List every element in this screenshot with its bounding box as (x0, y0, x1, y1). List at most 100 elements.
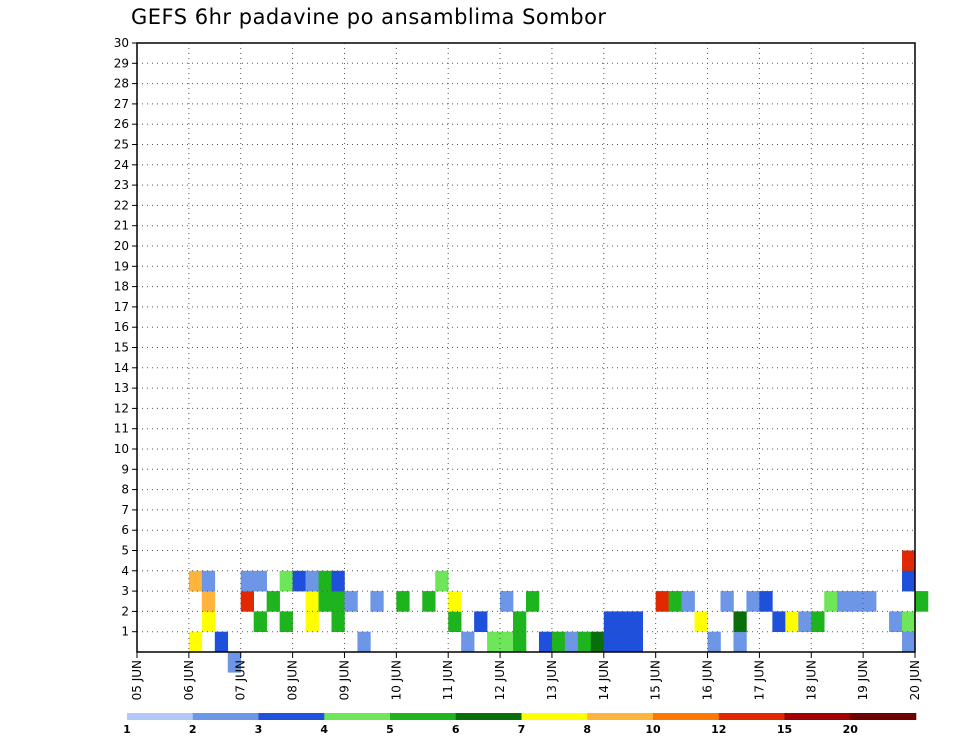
y-tick-label: 21 (114, 219, 129, 233)
colorbar-label: 1 (123, 723, 131, 736)
heatmap-cell (253, 611, 267, 632)
x-tick-label: 07 JUN (234, 660, 248, 700)
y-tick-label: 29 (114, 56, 129, 70)
heatmap-cell (500, 591, 514, 612)
colorbar: 1 2 3 4 5 6 7 8 10 12 15 20 (123, 713, 917, 736)
heatmap-cell (707, 631, 721, 653)
heatmap-cell (603, 611, 618, 632)
heatmap-cell (461, 631, 475, 653)
heatmap-cell (733, 611, 747, 632)
heatmap-cell (318, 591, 332, 612)
heatmap-cell (837, 591, 851, 612)
y-tick-label: 24 (114, 158, 129, 172)
heatmap-cell (616, 611, 631, 632)
x-tick-label: 17 JUN (752, 660, 766, 700)
y-tick-label: 10 (114, 442, 129, 456)
x-tick-label: 16 JUN (701, 660, 715, 700)
colorbar-segment (718, 713, 785, 720)
colorbar-label: 4 (320, 723, 328, 736)
heatmap-cell (474, 611, 488, 632)
heatmap-cell (344, 591, 358, 612)
heatmap-cell (733, 631, 747, 653)
x-tick-label: 14 JUN (597, 660, 611, 700)
colorbar-label: 7 (518, 723, 526, 736)
x-tick-label: 19 JUN (856, 660, 870, 700)
colorbar-segment (784, 713, 851, 720)
colorbar-label: 15 (777, 723, 792, 736)
y-tick-label: 5 (121, 544, 129, 558)
heatmap-cell (902, 550, 916, 572)
y-tick-label: 2 (121, 604, 129, 618)
y-tick-label: 18 (114, 280, 129, 294)
x-tick-label: 11 JUN (441, 660, 455, 700)
heatmap-cell (435, 570, 449, 592)
heatmap-cell (357, 631, 371, 653)
y-axis-ticks: 1234567891011121314151617181920212223242… (114, 36, 137, 639)
heatmap-cell (694, 611, 708, 632)
heatmap-cell (201, 591, 216, 612)
x-tick-label: 12 JUN (493, 660, 507, 700)
y-tick-label: 6 (121, 523, 129, 537)
colorbar-segment (850, 713, 917, 720)
y-tick-label: 28 (114, 77, 129, 91)
heatmap-cell (538, 631, 553, 653)
colorbar-segment (192, 713, 259, 720)
heatmap-cell (915, 591, 929, 612)
colorbar-segment (127, 713, 194, 720)
heatmap-cell (240, 570, 254, 592)
heatmap-cell (720, 591, 734, 612)
heatmap-cell (863, 591, 877, 612)
heatmap-cell (292, 570, 306, 592)
y-tick-label: 16 (114, 320, 129, 334)
heatmap-cell (370, 591, 384, 612)
heatmap-cell (500, 631, 514, 653)
colorbar-segment (521, 713, 588, 720)
heatmap-cell (902, 631, 916, 653)
heatmap-cell (616, 631, 631, 653)
x-tick-label: 18 JUN (804, 660, 818, 700)
heatmap-cell (305, 591, 319, 612)
y-tick-label: 27 (114, 97, 129, 111)
y-tick-label: 26 (114, 117, 129, 131)
colorbar-segment (324, 713, 391, 720)
x-tick-label: 08 JUN (286, 660, 300, 700)
y-tick-label: 22 (114, 198, 129, 212)
heatmap-cell (227, 652, 242, 673)
heatmap-cell (513, 611, 527, 632)
heatmap-cell (798, 611, 812, 632)
heatmap-cell (279, 611, 293, 632)
heatmap-cell (240, 591, 254, 612)
heatmap-cells (188, 550, 929, 673)
heatmap-cell (214, 631, 229, 653)
colorbar-segment (455, 713, 522, 720)
y-tick-label: 11 (114, 422, 129, 436)
y-tick-label: 13 (114, 381, 129, 395)
heatmap-cell (448, 611, 462, 632)
colorbar-label: 3 (255, 723, 263, 736)
y-tick-label: 17 (114, 300, 129, 314)
y-tick-label: 15 (114, 341, 129, 355)
heatmap-cell (331, 570, 345, 592)
heatmap-cell (681, 591, 695, 612)
heatmap-cell (603, 631, 618, 653)
heatmap-cell (590, 631, 605, 653)
heatmap-cell (902, 570, 916, 592)
y-tick-label: 23 (114, 178, 129, 192)
heatmap-cell (785, 611, 799, 632)
heatmap-cell (655, 591, 669, 612)
heatmap-cell (487, 631, 501, 653)
heatmap-cell (824, 591, 838, 612)
heatmap-cell (889, 611, 903, 632)
heatmap-cell (305, 570, 319, 592)
chart-title: GEFS 6hr padavine po ansamblima Sombor (131, 5, 607, 29)
y-tick-label: 19 (114, 259, 129, 273)
x-tick-label: 09 JUN (337, 660, 351, 700)
x-tick-label: 15 JUN (649, 660, 663, 700)
heatmap-cell (448, 591, 462, 612)
heatmap-cell (629, 611, 643, 632)
heatmap-cell (811, 611, 825, 632)
x-tick-label: 05 JUN (130, 660, 144, 700)
heatmap-cell (759, 591, 773, 612)
y-tick-label: 14 (114, 361, 129, 375)
